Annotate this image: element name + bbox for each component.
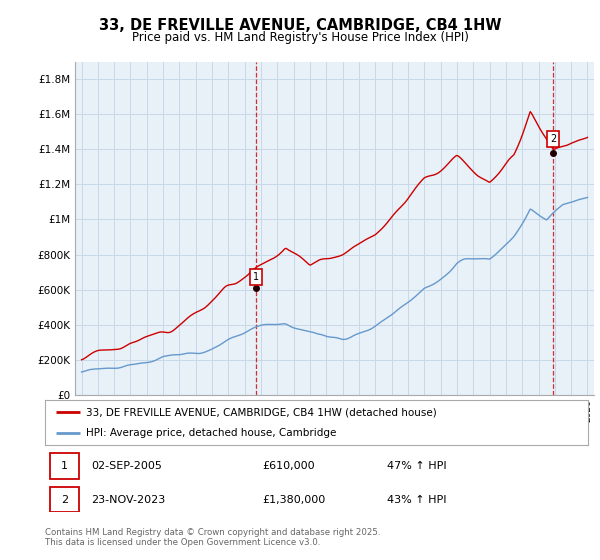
Text: 1: 1 <box>61 461 68 471</box>
Text: £1,380,000: £1,380,000 <box>262 494 325 505</box>
FancyBboxPatch shape <box>50 487 79 512</box>
Text: 2: 2 <box>550 134 556 144</box>
Text: 43% ↑ HPI: 43% ↑ HPI <box>387 494 446 505</box>
Text: £610,000: £610,000 <box>262 461 315 471</box>
Text: 33, DE FREVILLE AVENUE, CAMBRIDGE, CB4 1HW (detached house): 33, DE FREVILLE AVENUE, CAMBRIDGE, CB4 1… <box>86 408 436 418</box>
Text: 02-SEP-2005: 02-SEP-2005 <box>91 461 162 471</box>
FancyBboxPatch shape <box>50 453 79 479</box>
Text: 47% ↑ HPI: 47% ↑ HPI <box>387 461 447 471</box>
Text: 33, DE FREVILLE AVENUE, CAMBRIDGE, CB4 1HW: 33, DE FREVILLE AVENUE, CAMBRIDGE, CB4 1… <box>99 18 501 34</box>
Text: Contains HM Land Registry data © Crown copyright and database right 2025.
This d: Contains HM Land Registry data © Crown c… <box>45 528 380 547</box>
Text: 2: 2 <box>61 494 68 505</box>
Text: HPI: Average price, detached house, Cambridge: HPI: Average price, detached house, Camb… <box>86 428 336 438</box>
Text: 1: 1 <box>253 272 259 282</box>
Text: Price paid vs. HM Land Registry's House Price Index (HPI): Price paid vs. HM Land Registry's House … <box>131 31 469 44</box>
Text: 23-NOV-2023: 23-NOV-2023 <box>91 494 166 505</box>
